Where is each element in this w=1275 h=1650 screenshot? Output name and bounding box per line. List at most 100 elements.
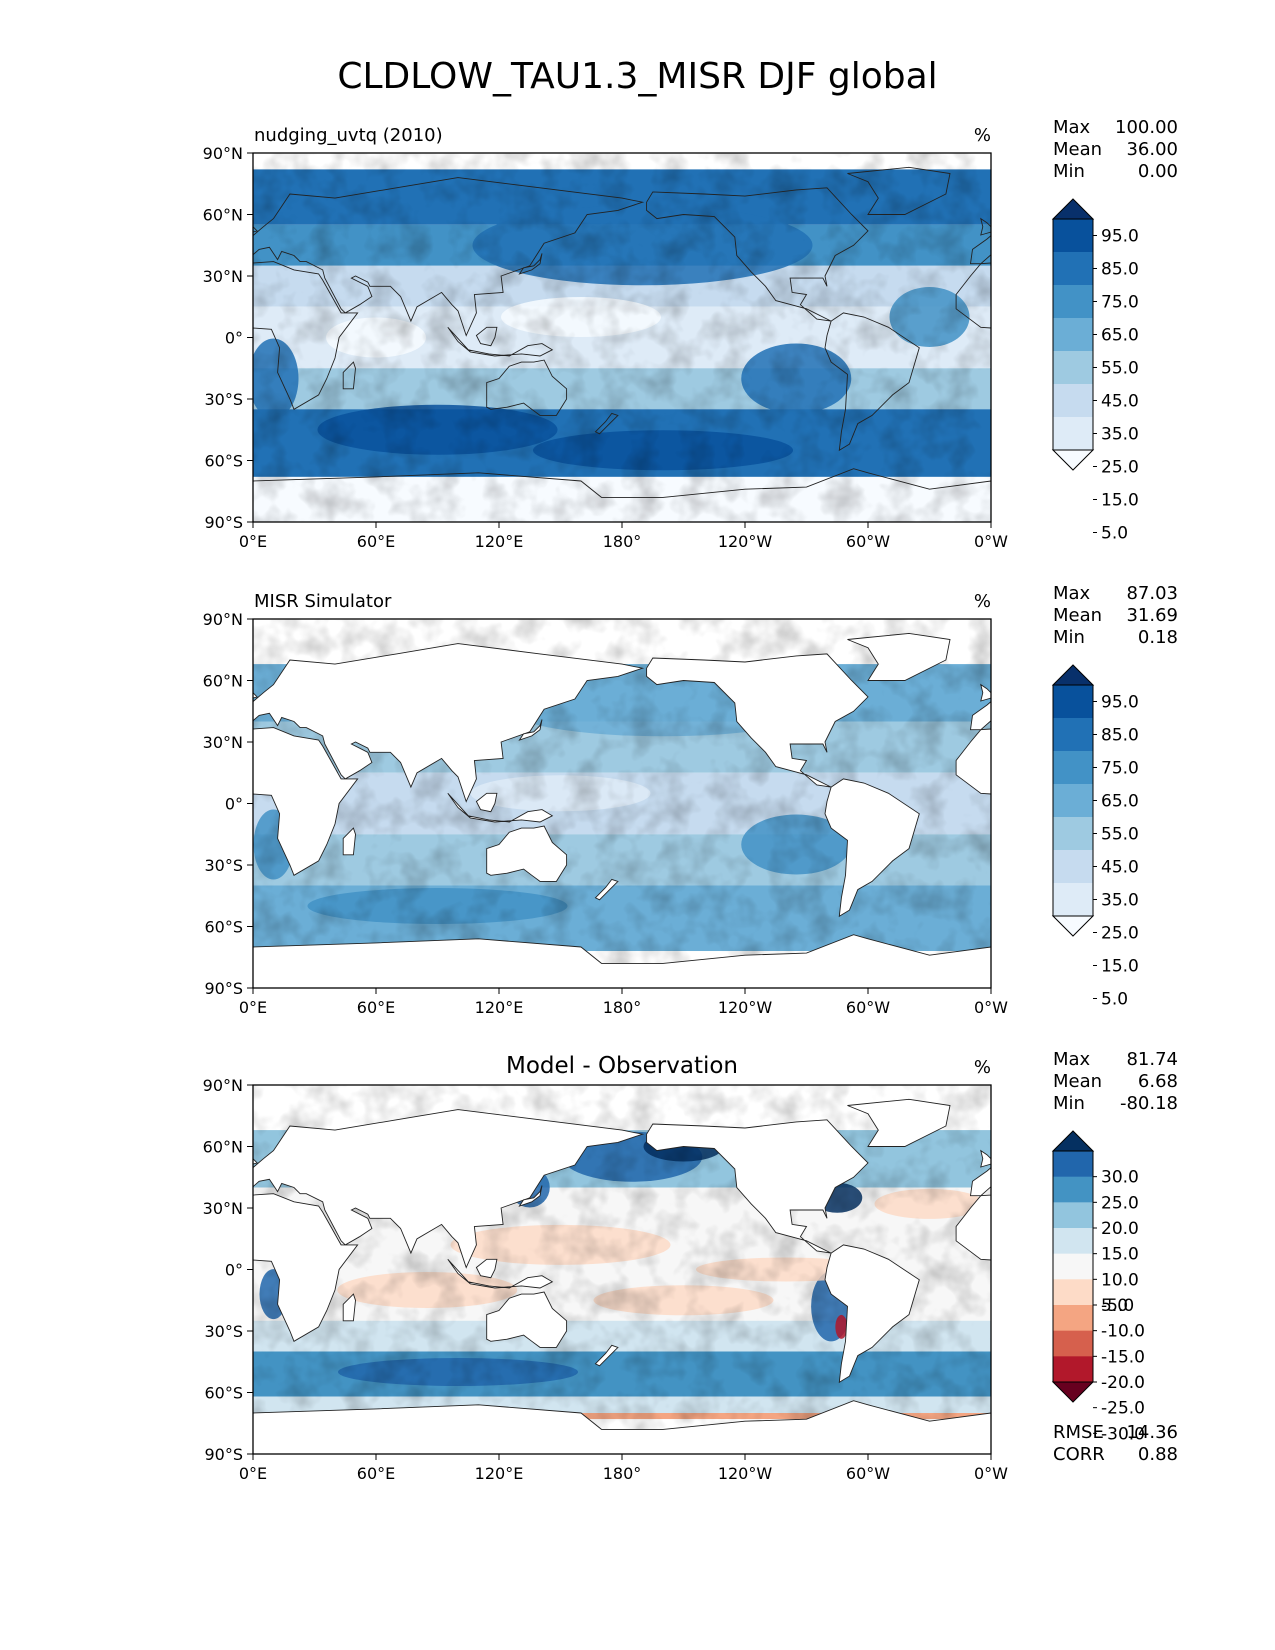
stat-value-min: 0.18: [1138, 627, 1178, 648]
colorbar-segment: [1053, 351, 1093, 385]
colorbar-label: 20.0: [1101, 1219, 1139, 1239]
map-panel-1: 90°N 60°N 30°N 0° 30°S 60°S 90°S0°E 60°E 120°E 18…: [203, 117, 1178, 551]
colorbar-label: -5.0: [1101, 1296, 1134, 1316]
colorbar-label: 75.0: [1101, 759, 1139, 779]
colorbar-label: 65.0: [1101, 326, 1139, 346]
x-tick-label: 0°E: [239, 998, 267, 1017]
x-tick-label: 60°E: [357, 1464, 395, 1483]
y-tick-label: 30°N: [203, 267, 243, 286]
colorbar-segment: [1053, 417, 1093, 451]
x-tick-label: 60°W: [846, 998, 890, 1017]
field-layer: [253, 153, 991, 522]
colorbar-label: 35.0: [1101, 891, 1139, 911]
colorbar-label: 25.0: [1101, 924, 1139, 944]
colorbar-segment: [1053, 384, 1093, 418]
y-tick-label: 90°N: [203, 1076, 243, 1095]
colorbar-segment: [1053, 1356, 1093, 1383]
colorbar-extend-top: [1051, 1130, 1095, 1152]
colorbar-segment: [1053, 1330, 1093, 1357]
x-tick-label: 120°E: [475, 532, 524, 551]
stat-value-min: 0.00: [1138, 161, 1178, 182]
colorbar-label: -15.0: [1101, 1347, 1145, 1367]
x-tick-label: 120°W: [718, 1464, 773, 1483]
colorbar-label: 85.0: [1101, 726, 1139, 746]
corr-label: CORR: [1053, 1444, 1105, 1465]
y-tick-label: 0°: [225, 795, 243, 814]
y-tick-label: 60°N: [203, 672, 243, 691]
panel-title: Model - Observation: [506, 1053, 738, 1079]
colorbar-segment: [1053, 1228, 1093, 1255]
colorbar-segment: [1053, 850, 1093, 884]
x-tick-label: 0°W: [974, 1464, 1008, 1483]
y-tick-label: 90°N: [203, 610, 243, 629]
colorbar: 30.0 25.0 20.0 15.0 10.0 5.0-5.0 -10.0 -15.0 -20…: [1051, 1130, 1145, 1444]
colorbar-label: 5.0: [1101, 524, 1128, 544]
stat-value-max: 81.74: [1126, 1049, 1178, 1070]
colorbar-label: 45.0: [1101, 858, 1139, 878]
colorbar-label: 5.0: [1101, 990, 1128, 1010]
field-layer: [253, 619, 991, 988]
colorbar-segment: [1053, 1202, 1093, 1229]
colorbar-label: 75.0: [1101, 293, 1139, 313]
x-tick-label: 0°E: [239, 532, 267, 551]
units-label: %: [974, 591, 991, 612]
y-tick-label: 60°S: [204, 1384, 243, 1403]
colorbar-segment: [1053, 784, 1093, 818]
stat-label-min: Min: [1053, 161, 1085, 182]
stat-value-mean: 6.68: [1138, 1071, 1178, 1092]
coastlines: [253, 632, 991, 988]
colorbar-frame: [1052, 1150, 1094, 1383]
x-tick-label: 60°W: [846, 532, 890, 551]
rmse-value: 14.36: [1126, 1422, 1178, 1443]
coastlines: [253, 166, 991, 522]
colorbar: 95.0 85.0 75.0 65.0 55.0 45.0 35.0 25.0 15.0 5.0: [1051, 198, 1139, 544]
colorbar-extend-bottom: [1051, 1381, 1095, 1403]
y-tick-label: 60°N: [203, 206, 243, 225]
panel-title: MISR Simulator: [254, 591, 392, 612]
x-tick-label: 120°E: [475, 998, 524, 1017]
colorbar-label: 25.0: [1101, 1193, 1139, 1213]
y-tick-label: 90°S: [204, 513, 243, 532]
colorbar-extend-bottom: [1051, 915, 1095, 937]
figure-title: CLDLOW_TAU1.3_MISR DJF global: [337, 56, 938, 97]
stat-value-max: 100.00: [1115, 117, 1178, 138]
colorbar-label: 10.0: [1101, 1270, 1139, 1290]
x-tick-label: 120°W: [718, 998, 773, 1017]
colorbar-label: -10.0: [1101, 1322, 1145, 1342]
y-tick-label: 30°S: [204, 1322, 243, 1341]
colorbar-segment: [1053, 751, 1093, 785]
colorbar-segment: [1053, 318, 1093, 352]
colorbar-label: 30.0: [1101, 1168, 1139, 1188]
x-tick-label: 60°E: [357, 532, 395, 551]
units-label: %: [974, 1057, 991, 1078]
colorbar-label: -25.0: [1101, 1399, 1145, 1419]
colorbar-segment: [1053, 1253, 1093, 1280]
colorbar-extend-top: [1051, 664, 1095, 686]
map-panel-3: 90°N 60°N 30°N 0° 30°S 60°S 90°S0°E 60°E 120°E 18…: [203, 1049, 1178, 1483]
colorbar-label: -20.0: [1101, 1373, 1145, 1393]
colorbar-label: 85.0: [1101, 260, 1139, 280]
colorbar-segment: [1053, 1151, 1093, 1178]
x-tick-label: 60°E: [357, 998, 395, 1017]
field-texture: [253, 153, 991, 522]
y-tick-label: 30°S: [204, 390, 243, 409]
stat-label-mean: Mean: [1053, 1071, 1102, 1092]
colorbar-label: 15.0: [1101, 491, 1139, 511]
colorbar-label: 5.0: [1101, 1296, 1128, 1316]
colorbar-segment: [1053, 1176, 1093, 1203]
colorbar-segment: [1053, 252, 1093, 286]
colorbar-label: 55.0: [1101, 359, 1139, 379]
corr-value: 0.88: [1138, 1444, 1178, 1465]
colorbar-label: 95.0: [1101, 693, 1139, 713]
colorbar-segment: [1053, 219, 1093, 253]
colorbar-segment: [1053, 1305, 1093, 1332]
colorbar-extend-bottom: [1051, 449, 1095, 471]
y-tick-label: 30°N: [203, 733, 243, 752]
colorbar-label: 55.0: [1101, 825, 1139, 845]
y-tick-label: 30°S: [204, 856, 243, 875]
x-tick-label: 120°W: [718, 532, 773, 551]
stat-value-max: 87.03: [1126, 583, 1178, 604]
y-tick-label: 30°N: [203, 1199, 243, 1218]
colorbar-segment: [1053, 718, 1093, 752]
y-tick-label: 90°S: [204, 979, 243, 998]
